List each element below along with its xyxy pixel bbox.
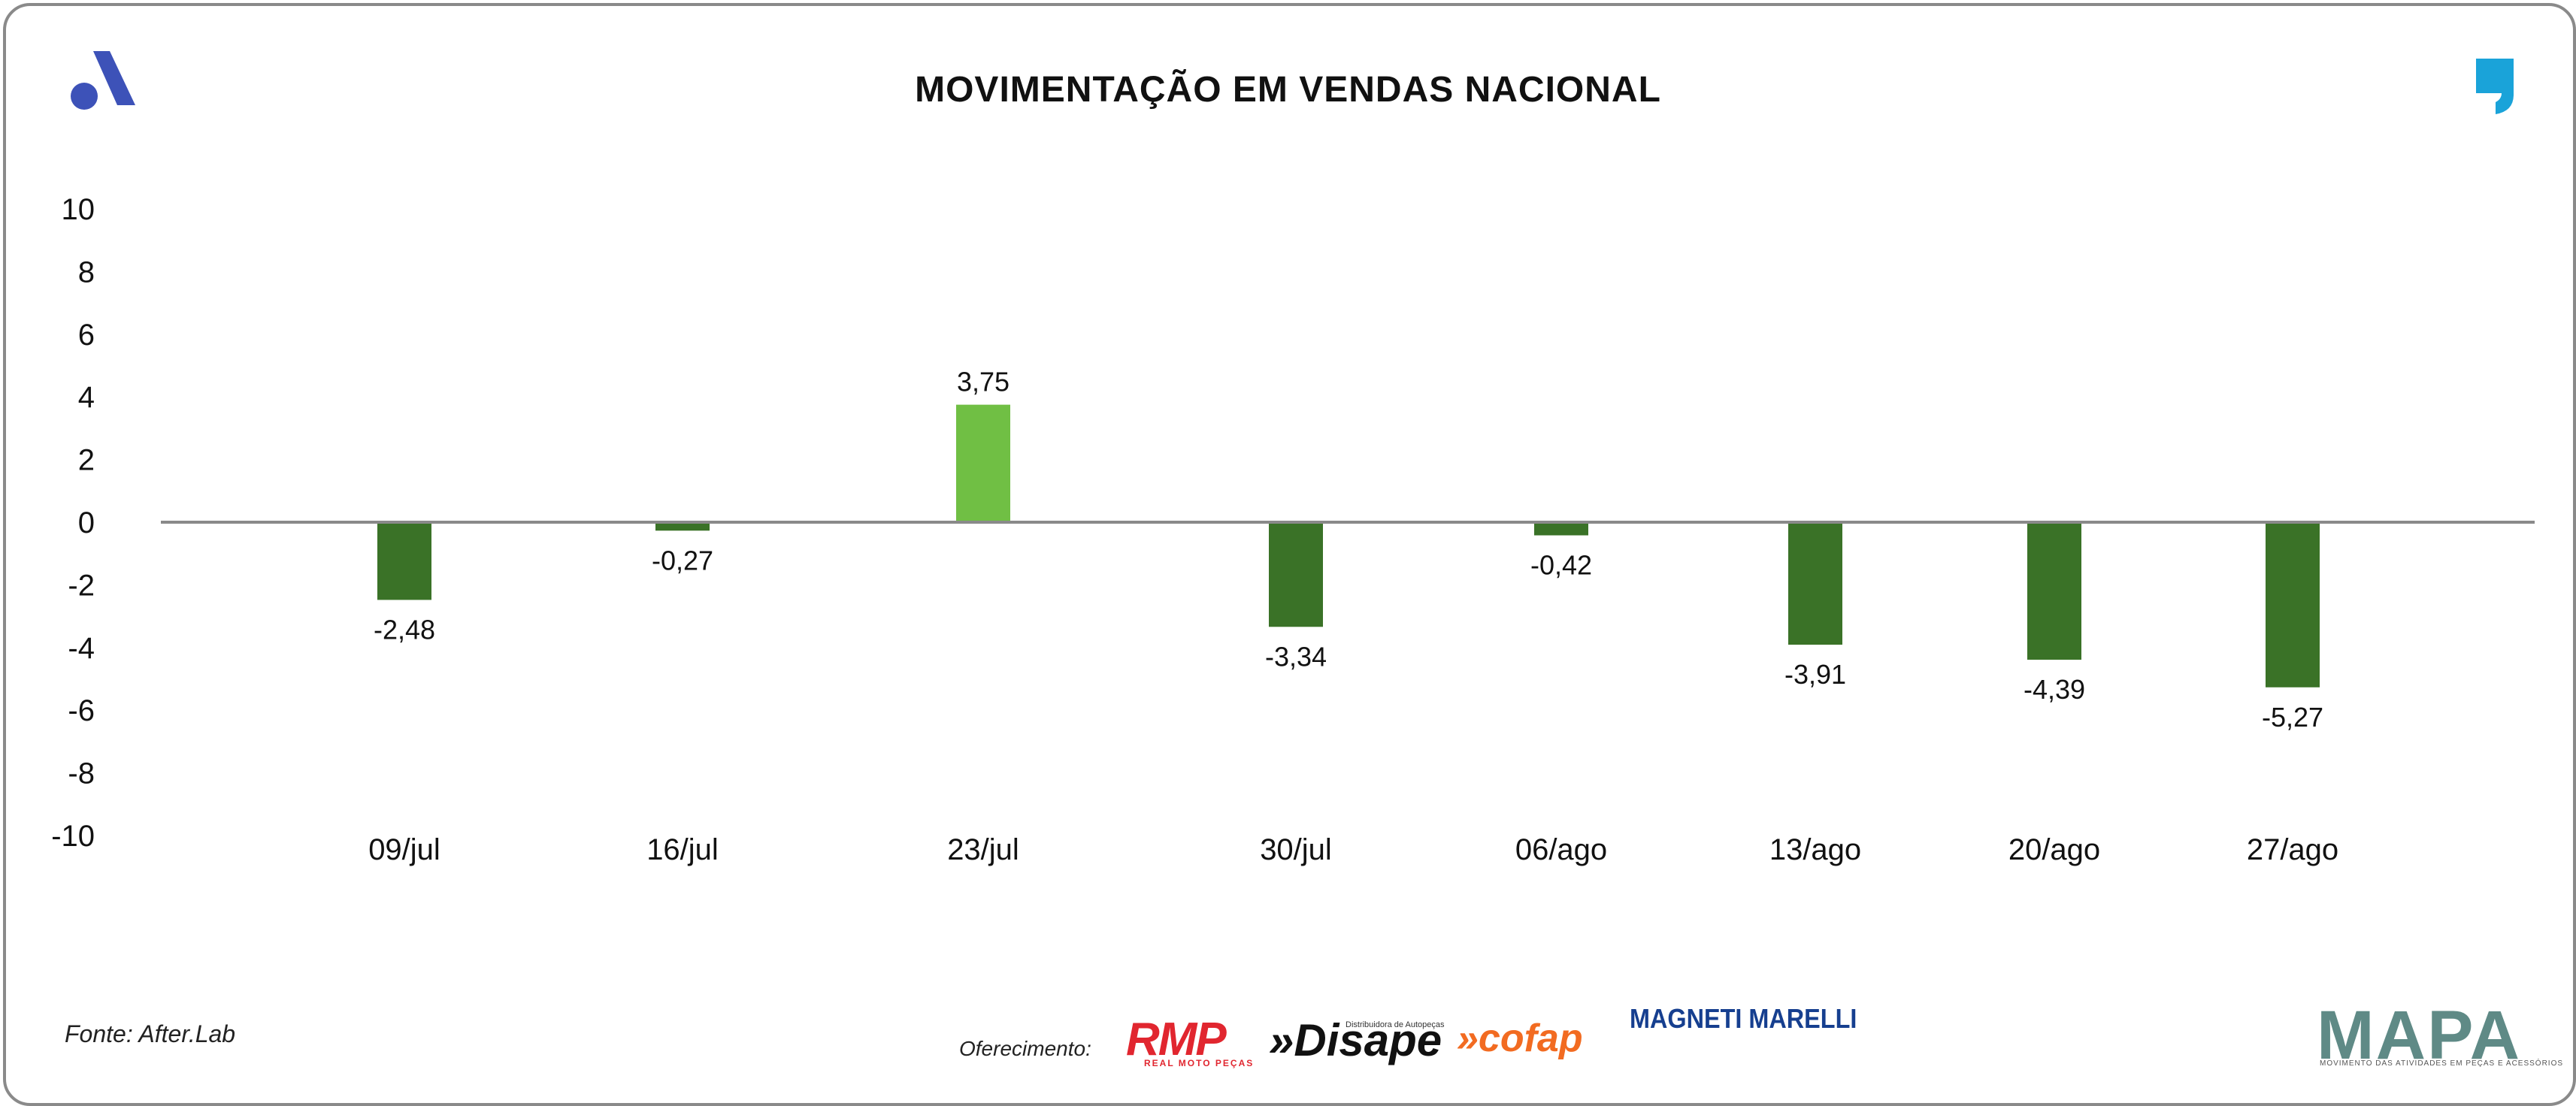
x-tick-label: 09/jul (368, 833, 440, 866)
data-label: 3,75 (957, 367, 1010, 397)
bar-06/ago (1534, 522, 1588, 536)
data-label: -0,42 (1530, 550, 1592, 581)
bar-30/jul (1269, 522, 1323, 627)
y-tick-label: -8 (68, 757, 95, 790)
x-tick-label: 06/ago (1515, 833, 1607, 866)
magneti-marelli-logo: MAGNETI MARELLI (1630, 1003, 1857, 1034)
data-label: -3,91 (1784, 659, 1846, 690)
data-label: -3,34 (1265, 641, 1327, 672)
y-tick-label: 10 (62, 193, 95, 226)
bar-16/jul (655, 522, 710, 531)
bar-09/jul (377, 522, 431, 600)
bar-13/ago (1788, 522, 1842, 645)
bar-27/ago (2266, 522, 2320, 687)
mapa-brand-subtitle: MOVIMENTO DAS ATIVIDADES EM PEÇAS E ACES… (2320, 1059, 2564, 1068)
y-tick-label: -4 (68, 632, 95, 665)
bar-20/ago (2027, 522, 2081, 660)
sponsor-label: Oferecimento: (959, 1037, 1091, 1060)
y-tick-label: 2 (78, 444, 95, 477)
x-tick-label: 23/jul (947, 833, 1019, 866)
quote-logo-icon (2476, 59, 2514, 114)
x-tick-label: 20/ago (2008, 833, 2100, 866)
y-axis: 10 8 6 4 2 0 -2 -4 -6 -8 -10 (51, 193, 95, 853)
x-tick-label: 13/ago (1769, 833, 1861, 866)
y-tick-label: 4 (78, 381, 95, 414)
bars (377, 404, 2320, 687)
x-tick-label: 27/ago (2247, 833, 2338, 866)
bar-23/jul (956, 404, 1010, 522)
y-tick-label: 8 (78, 255, 95, 289)
data-label: -0,27 (652, 545, 713, 576)
cofap-logo: »cofap (1457, 1017, 1583, 1060)
data-label: -2,48 (374, 614, 435, 645)
data-labels: -2,48 -0,27 3,75 -3,34 -0,42 -3,91 -4,39 -5,27 (374, 367, 2323, 733)
chart-title: MOVIMENTAÇÃO EM VENDAS NACIONAL (915, 70, 1661, 110)
rmp-logo-subtitle: REAL MOTO PEÇAS (1144, 1058, 1255, 1068)
x-tick-label: 16/jul (646, 833, 719, 866)
y-tick-label: -6 (68, 694, 95, 727)
data-label: -4,39 (2024, 674, 2085, 705)
rmp-logo: RMP (1126, 1014, 1227, 1065)
x-axis: 09/jul 16/jul 23/jul 30/jul 06/ago 13/ago 20/a… (368, 833, 2338, 866)
y-tick-label: -2 (68, 569, 95, 602)
afterlab-logo-icon (71, 51, 135, 110)
y-tick-label: -10 (51, 820, 95, 853)
source-note: Fonte: After.Lab (65, 1020, 236, 1047)
mapa-brand-logo: MAPA (2317, 997, 2522, 1074)
disape-logo: »Disape (1269, 1015, 1442, 1065)
disape-logo-subtitle: Distribuidora de Autopeças (1346, 1020, 1445, 1029)
data-label: -5,27 (2262, 702, 2323, 733)
x-tick-label: 30/jul (1260, 833, 1332, 866)
y-tick-label: 6 (78, 319, 95, 352)
y-tick-label: 0 (78, 506, 95, 539)
